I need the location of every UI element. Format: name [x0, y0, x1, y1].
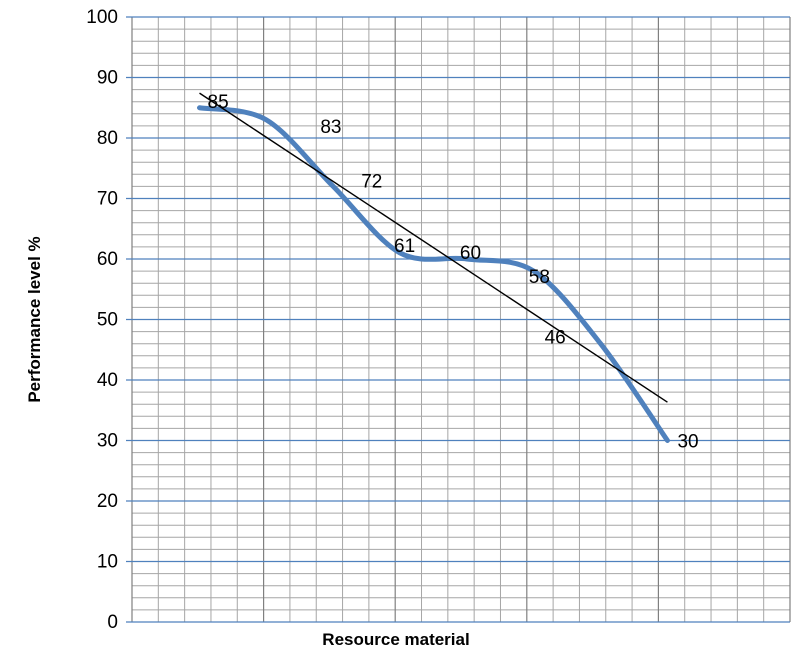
y-tick-label: 80	[97, 128, 118, 149]
data-label: 58	[529, 267, 550, 288]
y-tick-label: 100	[86, 7, 118, 28]
series-group	[197, 105, 670, 443]
y-tick-label: 30	[97, 431, 118, 452]
data-label: 83	[320, 117, 341, 138]
trendline	[199, 92, 668, 403]
minor-gridlines	[132, 17, 790, 622]
y-tick-label: 20	[97, 491, 118, 512]
trendline-group	[199, 92, 668, 403]
y-tick-label: 10	[97, 552, 118, 573]
y-tick-label: 50	[97, 310, 118, 331]
x-axis-title: Resource material	[322, 630, 469, 649]
series-line	[197, 105, 670, 443]
data-labels: 85 83 72 61 60 58 46 30	[208, 92, 699, 453]
y-tick-label: 90	[97, 68, 118, 89]
y-tick-label: 40	[97, 370, 118, 391]
data-label: 60	[460, 243, 481, 264]
y-tick-label: 60	[97, 249, 118, 270]
data-label: 30	[677, 432, 698, 453]
y-axis-ticks: 0 10 20 30 40 50 60 70 80 90 100	[86, 7, 118, 633]
data-label: 61	[394, 236, 415, 257]
y-tick-label: 70	[97, 189, 118, 210]
y-axis-title: Performance level %	[25, 236, 44, 402]
y-tick-label: 0	[107, 612, 118, 633]
data-label: 72	[361, 171, 382, 192]
data-label: 85	[208, 92, 229, 113]
data-label: 46	[545, 328, 566, 349]
